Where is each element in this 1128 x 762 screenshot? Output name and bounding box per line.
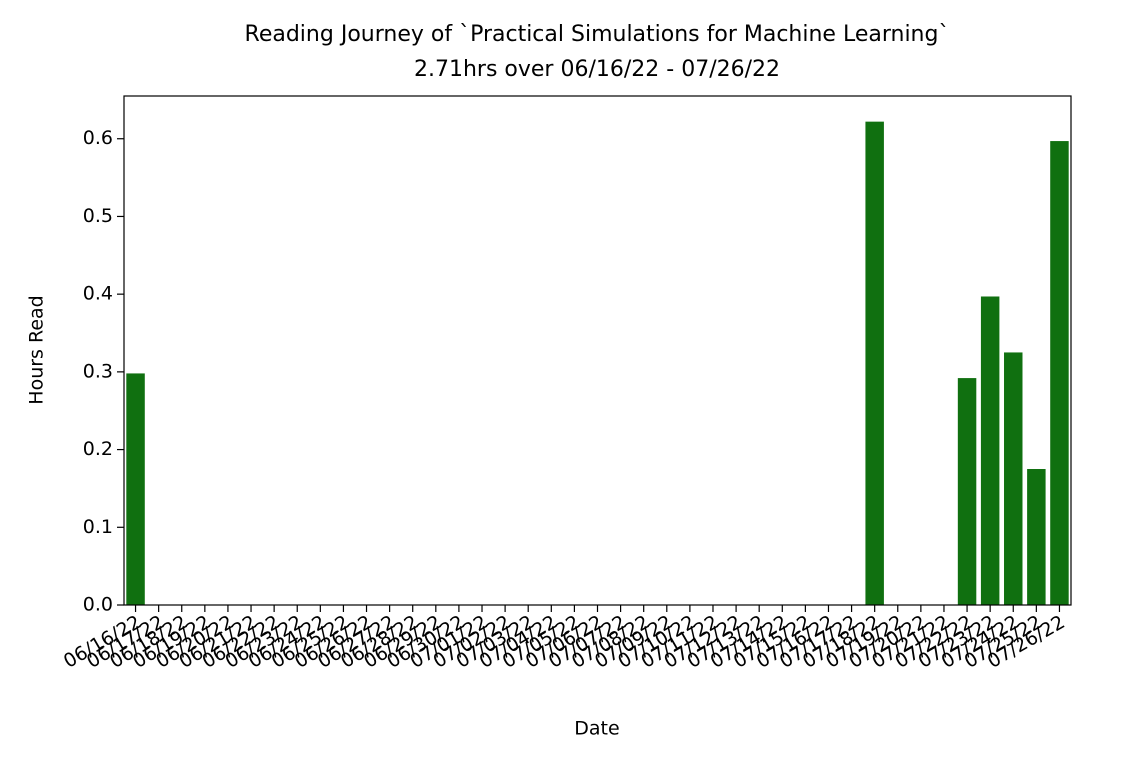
y-tick-label: 0.6: [83, 127, 113, 149]
y-tick-label: 0.1: [83, 516, 113, 538]
chart-title: Reading Journey of `Practical Simulation…: [245, 22, 950, 47]
bar: [865, 121, 884, 605]
bar: [957, 378, 977, 605]
chart-subtitle: 2.71hrs over 06/16/22 - 07/26/22: [414, 57, 780, 82]
y-tick-label: 0.4: [83, 283, 113, 305]
y-tick-label: 0.0: [83, 594, 113, 616]
bar: [126, 373, 145, 605]
y-tick-label: 0.5: [83, 205, 113, 227]
bar: [1027, 469, 1046, 605]
y-tick-label: 0.3: [83, 360, 113, 382]
y-axis-label: Hours Read: [26, 295, 48, 404]
y-tick-label: 0.2: [83, 438, 113, 460]
bar: [1050, 141, 1069, 605]
bar: [980, 296, 1000, 605]
bar: [1004, 352, 1023, 605]
plot-frame: [123, 95, 1072, 606]
x-axis-label: Date: [574, 718, 619, 740]
